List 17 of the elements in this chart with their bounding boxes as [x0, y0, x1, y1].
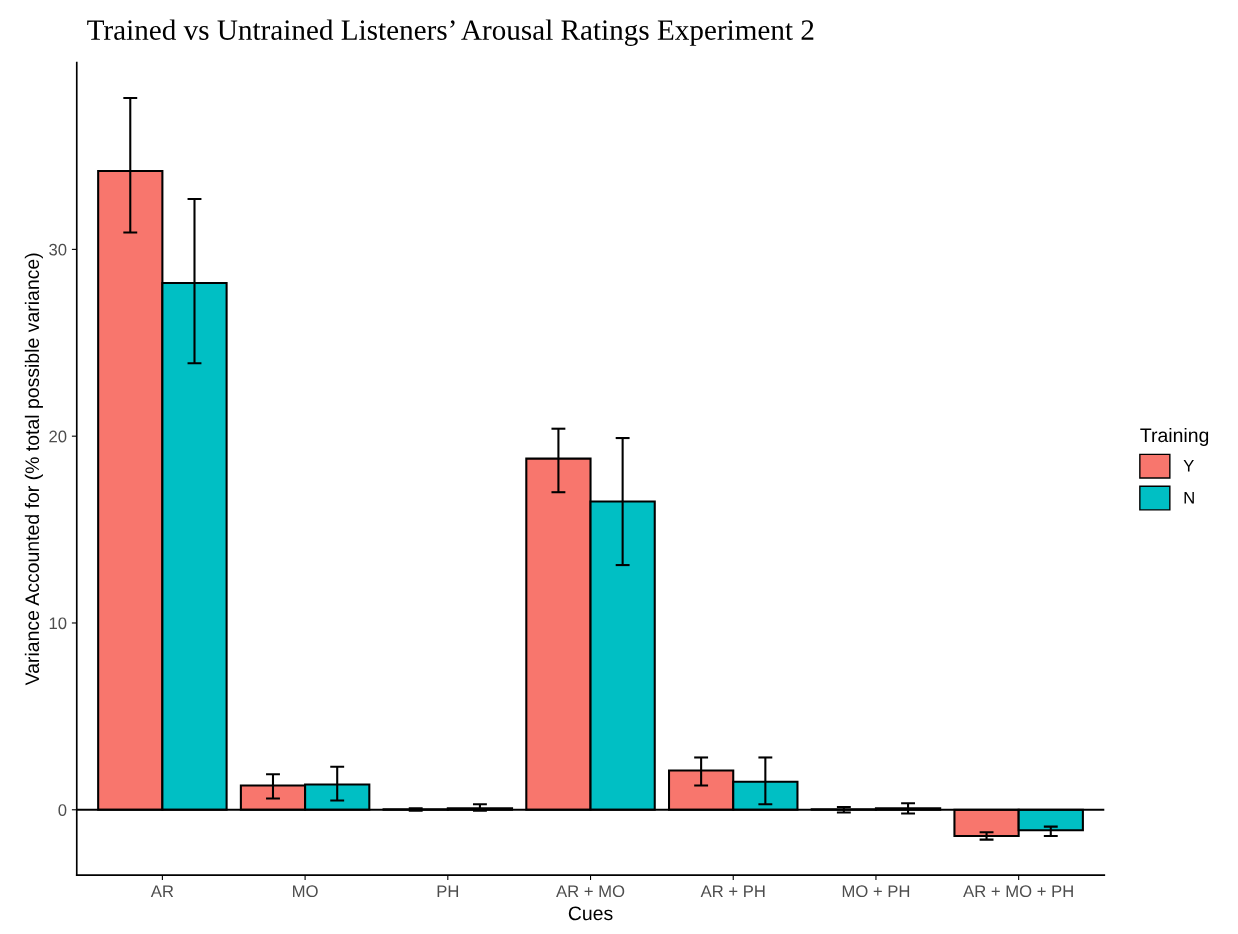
x-axis-title: Cues — [568, 906, 613, 921]
legend-label: N — [1184, 491, 1194, 504]
chart-title: Trained vs Untrained Listeners’ Arousal Ratings Experiment 2 — [87, 19, 814, 46]
y-tick-label: 0 — [58, 804, 67, 816]
y-tick-label: 10 — [49, 617, 67, 630]
x-tick-label: MO + PH — [842, 885, 910, 898]
legend-title: Training — [1140, 427, 1209, 447]
x-tick-label: PH — [437, 885, 459, 897]
y-tick-label: 30 — [49, 243, 67, 256]
x-tick-label: AR + MO — [556, 885, 625, 898]
x-tick-label: AR + MO + PH — [963, 885, 1073, 898]
y-axis-title: Variance Accounted for (% total possible variance) — [24, 253, 43, 686]
x-tick-label: MO — [293, 885, 318, 898]
y-tick-label: 20 — [49, 430, 67, 443]
legend-label: Y — [1183, 460, 1194, 472]
x-tick-label: AR + PH — [700, 885, 765, 897]
x-tick-label: AR — [150, 885, 174, 897]
